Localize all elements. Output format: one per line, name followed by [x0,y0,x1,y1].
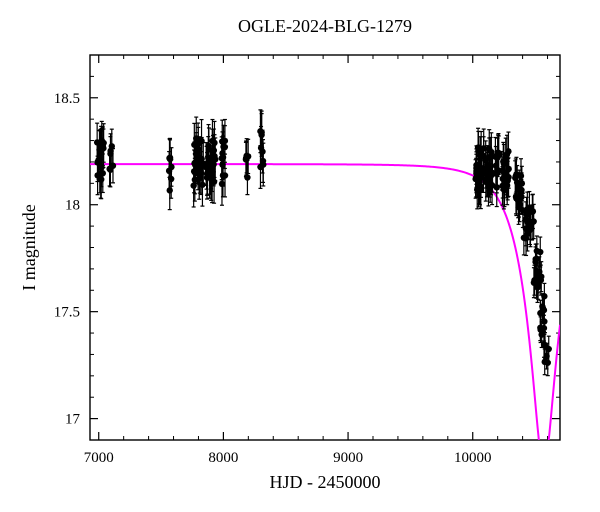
data-point [524,206,530,212]
ytick-label: 17 [65,412,81,428]
data-point [106,166,112,172]
ytick-label: 18.5 [54,91,80,107]
xlabel: HJD - 2450000 [270,472,381,492]
xtick-label: 8000 [208,450,238,466]
data-point [484,162,490,168]
ytick-label: 17.5 [54,305,80,321]
data-point [530,218,536,224]
data-point [534,256,540,262]
data-point [541,325,547,331]
chart-container: OGLE-2024-BLG-1279 7000 8000 9000 10000 17 17.… [0,0,600,512]
data-point [518,193,524,199]
data-point [538,277,544,283]
data-point [541,307,547,313]
data-point [503,169,509,175]
data-point [198,156,204,162]
data-point [505,175,511,181]
xtick-label: 7000 [84,450,114,466]
data-point [211,153,217,159]
ytick-label: 18 [65,198,80,214]
data-point [473,162,479,168]
data-point [222,172,228,178]
data-point [207,170,213,176]
data-point [166,168,172,174]
data-point [500,176,506,182]
data-point [193,151,199,157]
data-point [258,129,264,135]
data-point [475,184,481,190]
data-point [257,164,263,170]
data-point [109,143,115,149]
data-point [523,235,529,241]
ylabel: I magnitude [19,204,39,290]
data-point [537,249,543,255]
data-point [480,170,486,176]
data-point [546,346,552,352]
data-point [167,156,173,162]
data-point [192,177,198,183]
data-point [244,174,250,180]
lightcurve-chart: OGLE-2024-BLG-1279 7000 8000 9000 10000 17 17.… [0,0,600,512]
chart-title: OGLE-2024-BLG-1279 [238,16,412,36]
data-point [487,180,493,186]
xtick-label: 10000 [454,450,492,466]
data-point [98,176,104,182]
data-point [245,153,251,159]
xtick-label: 9000 [333,450,363,466]
data-point [100,170,106,176]
data-point [494,154,500,160]
data-point [94,139,100,145]
